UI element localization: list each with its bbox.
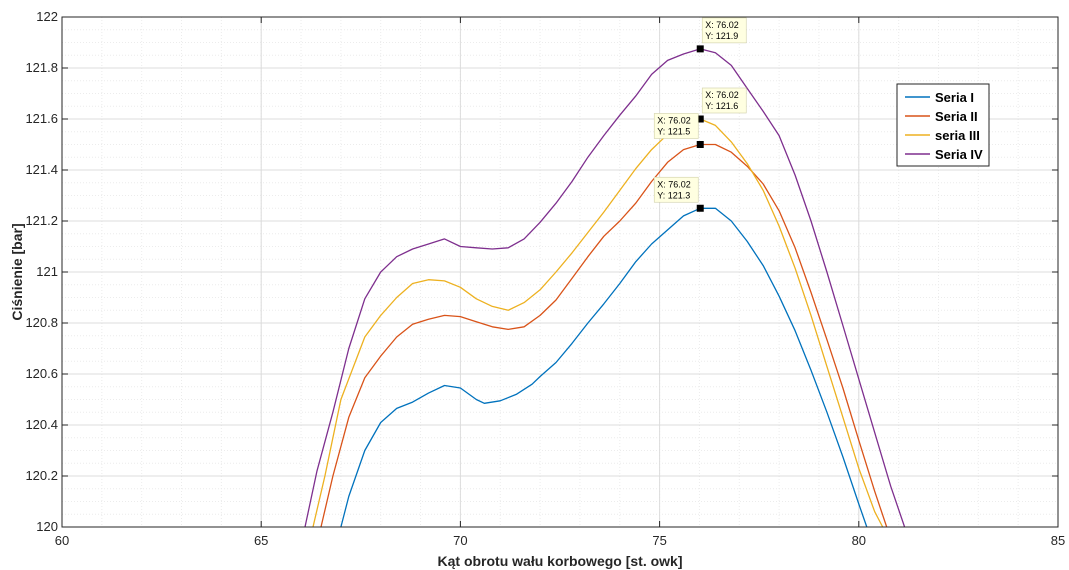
datatip-y-label: Y: 121.3 <box>657 190 690 200</box>
y-tick-label: 121.4 <box>25 162 58 177</box>
datatip-y-label: Y: 121.5 <box>657 127 690 137</box>
datatip-4: X: 76.02Y: 121.3 <box>653 176 704 212</box>
y-tick-label: 120.4 <box>25 417 58 432</box>
y-tick-label: 121.8 <box>25 60 58 75</box>
datatip-x-label: X: 76.02 <box>705 20 739 30</box>
axis-ticks <box>61 16 1059 528</box>
datatips: X: 76.02Y: 121.9X: 76.02Y: 121.6X: 76.02… <box>653 17 747 212</box>
datatip-box <box>653 113 699 139</box>
datatip-marker <box>696 115 704 123</box>
y-tick-label: 120.2 <box>25 468 58 483</box>
x-tick-label: 85 <box>1051 533 1065 548</box>
datatip-3: X: 76.02Y: 121.5 <box>653 113 704 148</box>
datatip-x-label: X: 76.02 <box>705 90 739 100</box>
x-axis-title: Kąt obrotu wału korbowego [st. owk] <box>438 553 683 569</box>
y-tick-label: 121.6 <box>25 111 58 126</box>
datatip-y-label: Y: 121.6 <box>705 101 738 111</box>
datatip-marker <box>696 45 704 53</box>
datatip-x-label: X: 76.02 <box>657 179 691 189</box>
datatip-1: X: 76.02Y: 121.9 <box>696 17 747 53</box>
datatip-x-label: X: 76.02 <box>657 116 691 126</box>
legend-label-3: seria III <box>935 128 980 143</box>
series-lines <box>304 48 906 528</box>
x-tick-label: 70 <box>453 533 467 548</box>
legend: Seria I Seria II seria III Seria IV <box>896 83 990 167</box>
series-line-1 <box>340 207 868 528</box>
y-tick-label: 121 <box>36 264 58 279</box>
datatip-2: X: 76.02Y: 121.6 <box>696 87 747 123</box>
y-tick-label: 121.2 <box>25 213 58 228</box>
legend-label-1: Seria I <box>935 90 974 105</box>
x-tick-label: 60 <box>55 533 69 548</box>
series-line-4 <box>304 48 906 528</box>
datatip-box <box>653 176 699 203</box>
y-tick-label: 122 <box>36 9 58 24</box>
datatip-box <box>701 17 747 44</box>
x-tick-label: 80 <box>852 533 866 548</box>
datatip-box <box>701 87 747 114</box>
y-axis-title: Ciśnienie [bar] <box>9 223 25 320</box>
series-line-2 <box>320 143 888 528</box>
legend-label-2: Seria II <box>935 109 978 124</box>
x-tick-label: 75 <box>652 533 666 548</box>
x-tick-label: 65 <box>254 533 268 548</box>
datatip-y-label: Y: 121.9 <box>705 31 738 41</box>
y-tick-label: 120.8 <box>25 315 58 330</box>
y-tick-label: 120.6 <box>25 366 58 381</box>
datatip-marker <box>696 204 704 212</box>
tick-labels: 60 65 70 75 80 85 120 120.2 120.4 120.6 120.8 121 12… <box>25 9 1065 548</box>
series-line-3 <box>312 118 884 528</box>
legend-label-4: Seria IV <box>935 147 983 162</box>
y-tick-label: 120 <box>36 519 58 534</box>
datatip-marker <box>696 141 704 148</box>
